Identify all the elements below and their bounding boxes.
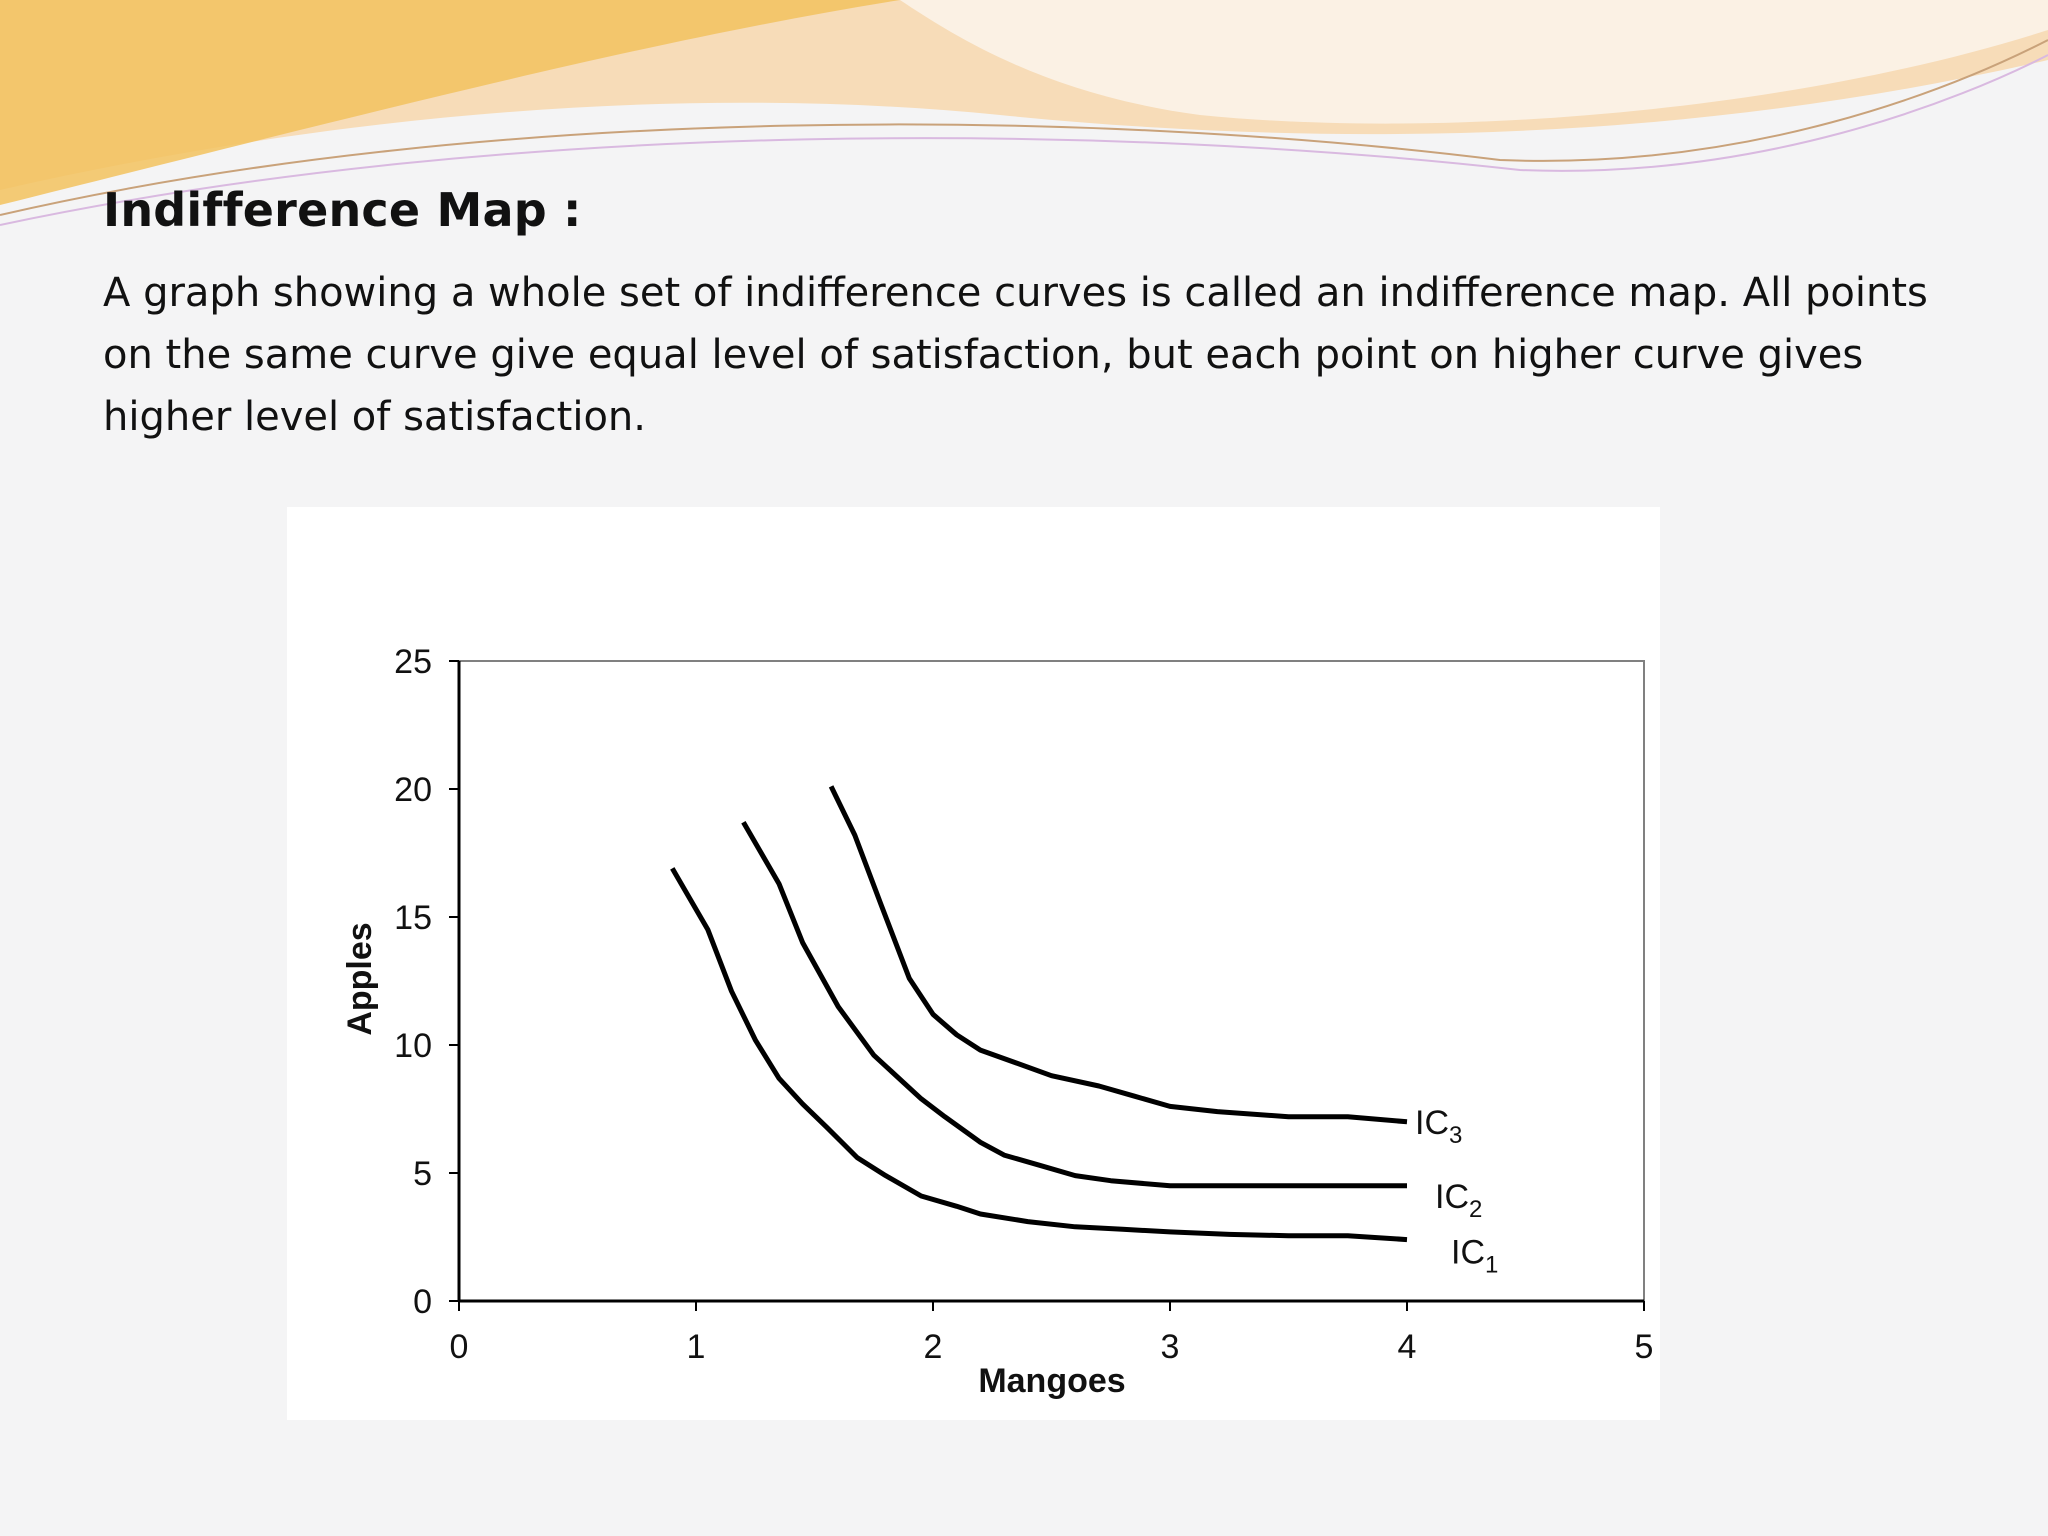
curve-label-ic3: IC3 <box>1415 1104 1462 1149</box>
curve-ic1 <box>670 867 1408 1243</box>
x-tick-label: 4 <box>1398 1328 1417 1366</box>
y-axis-label: Apples <box>341 922 379 1035</box>
slide-body-text: A graph showing a whole set of indiffere… <box>103 270 1928 440</box>
header-swoosh-gold <box>0 0 900 205</box>
curve-label-ic2: IC2 <box>1435 1178 1482 1223</box>
curve-label-ic1: IC1 <box>1451 1234 1498 1279</box>
y-tick-label: 10 <box>394 1027 432 1065</box>
header-line-1 <box>0 39 2048 216</box>
chart-panel: 0 1 2 3 4 5 0 5 10 15 20 25 IC1 IC2 IC3 Mangoes Appl… <box>287 507 1660 1420</box>
header-line-2 <box>0 54 2048 226</box>
x-axis-ticks: 0 1 2 3 4 5 <box>450 1301 1654 1366</box>
curve-ic3 <box>828 785 1408 1125</box>
header-swoosh-light <box>900 0 2048 124</box>
y-tick-label: 25 <box>394 643 432 681</box>
curve-labels: IC1 IC2 IC3 <box>1415 1104 1498 1279</box>
y-axis-ticks: 0 5 10 15 20 25 <box>394 643 459 1321</box>
indifference-curves <box>670 785 1408 1243</box>
y-tick-label: 5 <box>413 1155 432 1193</box>
x-tick-label: 0 <box>450 1328 469 1366</box>
curve-ic2 <box>741 821 1407 1189</box>
indifference-map-chart: 0 1 2 3 4 5 0 5 10 15 20 25 IC1 IC2 IC3 Mangoes Appl… <box>341 643 1654 1400</box>
x-tick-label: 3 <box>1161 1328 1180 1366</box>
x-tick-label: 1 <box>687 1328 706 1366</box>
y-tick-label: 15 <box>394 899 432 937</box>
x-axis-label: Mangoes <box>978 1362 1125 1400</box>
x-tick-label: 2 <box>924 1328 943 1366</box>
slide-title: Indifference Map : <box>103 183 582 237</box>
x-tick-label: 5 <box>1635 1328 1654 1366</box>
y-tick-label: 20 <box>394 771 432 809</box>
y-tick-label: 0 <box>413 1283 432 1321</box>
